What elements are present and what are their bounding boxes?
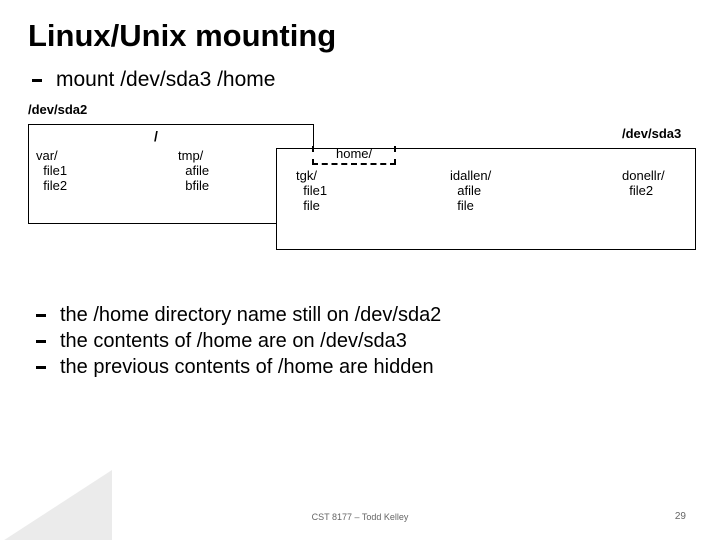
fs-node: tmp/ afile bfile xyxy=(178,148,209,193)
bullet-icon xyxy=(36,340,46,343)
home-mountpoint: home/ xyxy=(312,146,396,165)
note-text: the previous contents of /home are hidde… xyxy=(60,355,434,380)
bullet-icon xyxy=(36,314,46,317)
footer-author: CST 8177 – Todd Kelley xyxy=(0,512,720,522)
sda2-box xyxy=(28,124,314,224)
command-text: mount /dev/sda3 /home xyxy=(56,68,275,92)
slide-title: Linux/Unix mounting xyxy=(28,18,692,54)
fs-node: tgk/ file1 file xyxy=(296,168,327,213)
fs-node: idallen/ afile file xyxy=(450,168,491,213)
root-slash: / xyxy=(154,128,158,144)
sda3-label: /dev/sda3 xyxy=(622,126,681,141)
slide: Linux/Unix mounting mount /dev/sda3 /hom… xyxy=(0,0,720,540)
notes-list: the /home directory name still on /dev/s… xyxy=(28,303,692,380)
sda2-label: /dev/sda2 xyxy=(28,102,87,117)
decorative-triangle xyxy=(0,470,112,540)
note-item: the contents of /home are on /dev/sda3 xyxy=(32,329,692,354)
fs-node: donellr/ file2 xyxy=(622,168,665,198)
bullet-icon xyxy=(36,366,46,369)
note-text: the /home directory name still on /dev/s… xyxy=(60,303,441,328)
command-row: mount /dev/sda3 /home xyxy=(28,68,692,92)
note-item: the /home directory name still on /dev/s… xyxy=(32,303,692,328)
footer-page: 29 xyxy=(675,511,686,522)
fs-node: var/ file1 file2 xyxy=(36,148,67,193)
filesystem-diagram: /dev/sda2 / /dev/sda3 home/ var/ file1 f… xyxy=(28,102,692,297)
bullet-icon xyxy=(32,79,42,82)
note-text: the contents of /home are on /dev/sda3 xyxy=(60,329,407,354)
note-item: the previous contents of /home are hidde… xyxy=(32,355,692,380)
